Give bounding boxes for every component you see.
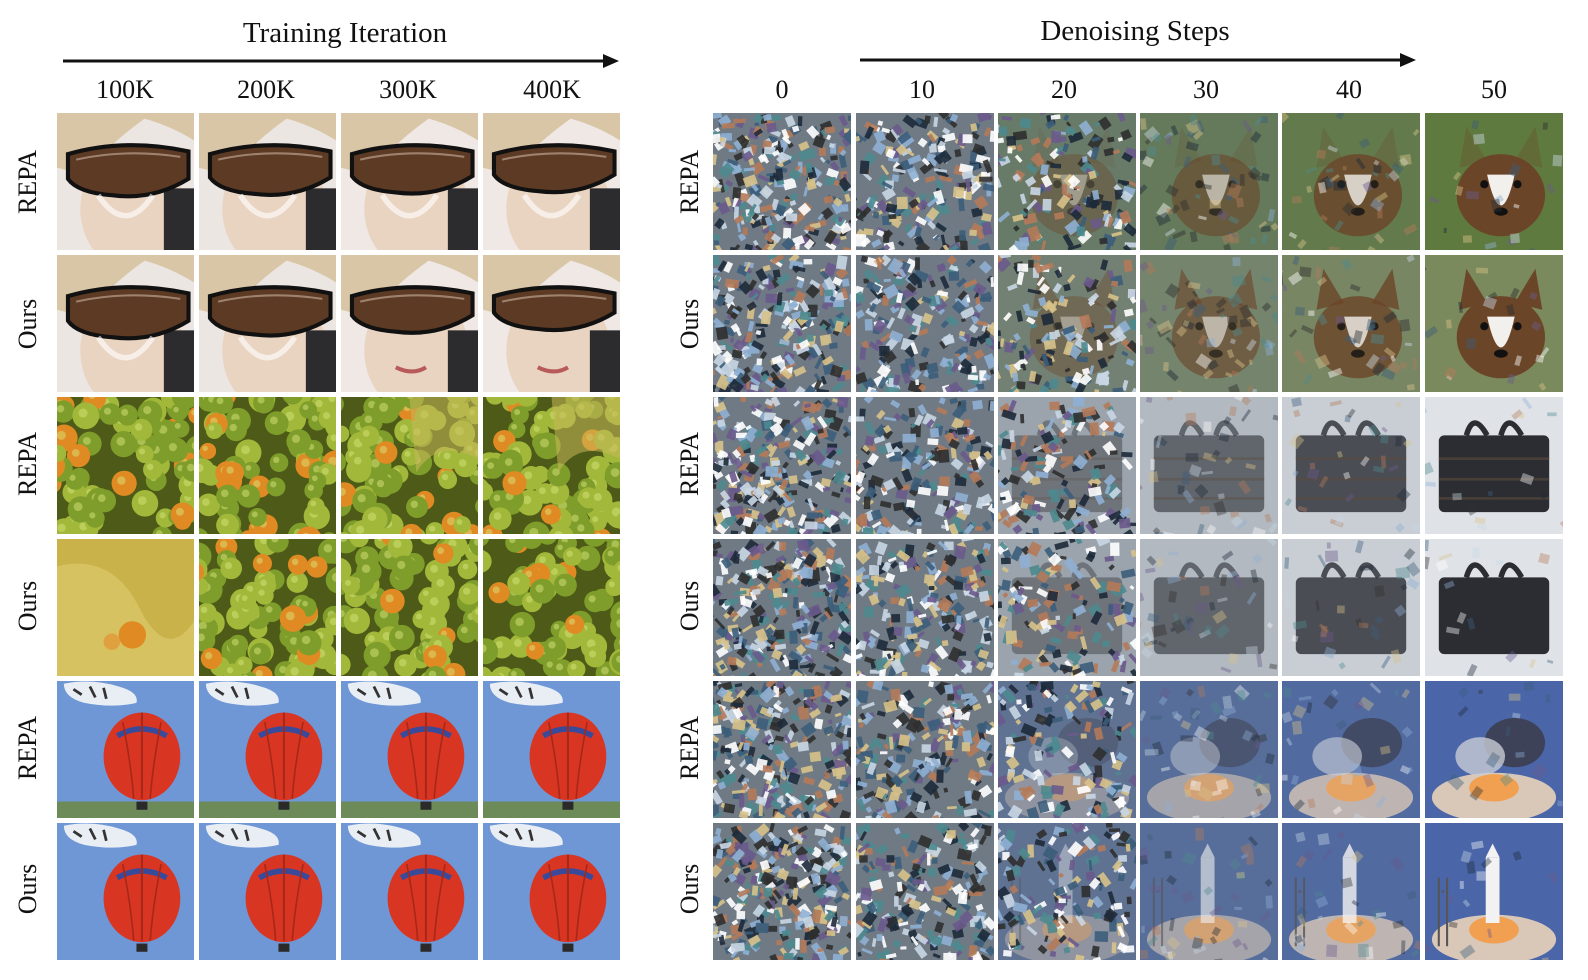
generated-image-space-shuttle-launch (1282, 681, 1420, 818)
left-row-label: Ours (13, 298, 42, 350)
left-row-label: REPA (13, 431, 42, 497)
generated-image-woman-with-sunglasses (57, 113, 194, 250)
generated-image-dog (1282, 113, 1420, 250)
generated-image-hot-air-balloon (57, 681, 194, 818)
right-row-label: REPA (675, 149, 704, 215)
left-column-label: 300K (379, 75, 437, 104)
generated-image-space-shuttle-launch (998, 681, 1136, 818)
generated-image-hot-air-balloon (199, 823, 336, 960)
left-row-label: Ours (13, 580, 42, 632)
generated-image-handbag (713, 539, 851, 676)
generated-image-green-fruit-pile (483, 539, 620, 676)
generated-image-green-fruit-pile (341, 539, 478, 676)
right-column-label: 10 (909, 75, 935, 104)
generated-image-woman-with-sunglasses (57, 255, 194, 392)
generated-image-dog (1425, 113, 1563, 250)
generated-image-woman-with-sunglasses (483, 255, 620, 392)
left-axis-arrow (63, 54, 619, 68)
generated-image-hot-air-balloon (341, 823, 478, 960)
generated-image-space-shuttle-launch (713, 823, 851, 960)
generated-image-woman-with-sunglasses (341, 113, 478, 250)
generated-image-space-shuttle-launch (1140, 823, 1278, 960)
generated-image-dog (1140, 113, 1278, 250)
generated-image-handbag (1282, 397, 1420, 534)
right-row-label: Ours (675, 863, 704, 915)
generated-image-hot-air-balloon (341, 681, 478, 818)
generated-image-green-fruit-pile (341, 397, 478, 534)
generated-image-space-shuttle-launch (998, 823, 1136, 960)
generated-image-green-fruit-pile (199, 539, 336, 676)
generated-image-handbag (998, 539, 1136, 676)
generated-image-woman-with-sunglasses (199, 255, 336, 392)
generated-image-woman-with-sunglasses (341, 255, 478, 392)
generated-image-hot-air-balloon (483, 823, 620, 960)
generated-image-space-shuttle-launch (856, 823, 994, 960)
right-column-label: 30 (1193, 75, 1219, 104)
generated-image-green-fruit-pile (57, 397, 194, 534)
right-column-label: 0 (775, 75, 789, 104)
generated-image-hot-air-balloon (57, 823, 194, 960)
left-row-label: REPA (13, 715, 42, 781)
right-row-label: Ours (675, 580, 704, 632)
generated-image-green-fruit-pile (483, 397, 620, 534)
generated-image-space-shuttle-launch (713, 681, 851, 818)
left-column-label: 200K (237, 75, 295, 104)
generated-image-space-shuttle-launch (1425, 681, 1563, 818)
right-column-label: 20 (1051, 75, 1077, 104)
right-column-label: 50 (1481, 75, 1507, 104)
generated-image-space-shuttle-launch (1282, 823, 1420, 960)
generated-image-green-fruit-pile (57, 539, 194, 676)
left-column-label: 100K (96, 75, 154, 104)
right-row-label: Ours (675, 298, 704, 350)
left-row-label: REPA (13, 149, 42, 215)
generated-image-dog (856, 113, 994, 250)
right-panel-title: Denoising Steps (1040, 15, 1230, 47)
left-column-label: 400K (523, 75, 581, 104)
generated-image-handbag (1140, 539, 1278, 676)
generated-image-woman-with-sunglasses (483, 113, 620, 250)
generated-image-handbag (1282, 539, 1420, 676)
generated-image-dog (713, 255, 851, 392)
generated-image-dog (998, 255, 1136, 392)
generated-image-handbag (856, 539, 994, 676)
generated-image-dog (1282, 255, 1420, 392)
generated-image-space-shuttle-launch (1425, 823, 1563, 960)
generated-image-handbag (1140, 397, 1278, 534)
left-row-label: Ours (13, 863, 42, 915)
generated-image-handbag (998, 397, 1136, 534)
right-axis-arrow (860, 53, 1416, 67)
generated-image-handbag (1425, 539, 1563, 676)
generated-image-dog (1140, 255, 1278, 392)
generated-image-dog (1425, 255, 1563, 392)
right-row-label: REPA (675, 715, 704, 781)
generated-image-handbag (1425, 397, 1563, 534)
left-panel-title: Training Iteration (242, 17, 448, 49)
right-row-label: REPA (675, 431, 704, 497)
generated-image-woman-with-sunglasses (199, 113, 336, 250)
generated-image-space-shuttle-launch (1140, 681, 1278, 818)
right-column-label: 40 (1336, 75, 1362, 104)
generated-image-green-fruit-pile (199, 397, 336, 534)
generated-image-space-shuttle-launch (856, 681, 994, 818)
generated-image-handbag (856, 397, 994, 534)
generated-image-dog (856, 255, 994, 392)
generated-image-hot-air-balloon (199, 681, 336, 818)
generated-image-handbag (713, 397, 851, 534)
generated-image-dog (713, 113, 851, 250)
generated-image-dog (998, 113, 1136, 250)
generated-image-hot-air-balloon (483, 681, 620, 818)
